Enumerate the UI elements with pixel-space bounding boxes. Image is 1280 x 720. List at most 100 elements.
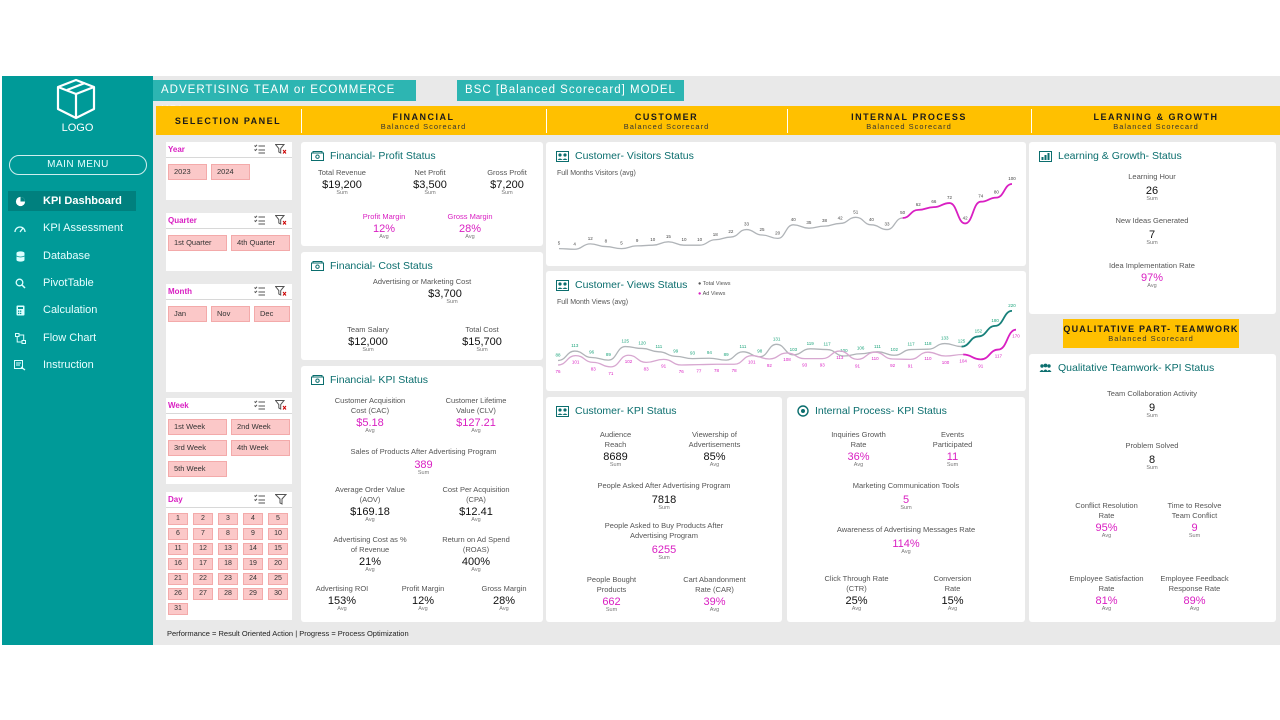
data-label: 101 xyxy=(748,360,756,365)
slicer-chip[interactable]: Dec xyxy=(254,306,290,322)
data-label: 51 xyxy=(853,209,859,214)
visitors-line-chart: 5 4 12 8 5 9 10 15 10 10 18 22 33 25 20 40 35 38 42 51 40 33 5… xyxy=(558,176,1016,250)
data-label: 113 xyxy=(571,343,579,348)
slicer-chip[interactable]: 18 xyxy=(218,558,238,570)
filter-icon[interactable] xyxy=(275,494,287,505)
data-label: 77 xyxy=(696,369,702,374)
slicer-chip[interactable]: 1st Quarter xyxy=(168,235,227,251)
slicer-chip[interactable]: 1 xyxy=(168,513,188,525)
slicer-chip[interactable]: 4th Week xyxy=(231,440,290,456)
data-label: 100 xyxy=(840,348,848,353)
clear-filter-icon[interactable] xyxy=(275,286,287,297)
users-icon xyxy=(556,150,569,162)
nav-item-calculation[interactable]: Calculation xyxy=(10,300,140,320)
slicer-chip[interactable]: 3 xyxy=(218,513,238,525)
slicer-chip[interactable]: 2nd Week xyxy=(231,419,290,435)
slicer-chip[interactable]: 14 xyxy=(243,543,263,555)
slicer-chip[interactable]: 25 xyxy=(268,573,288,585)
slicer-chip[interactable]: 20 xyxy=(268,558,288,570)
flowchart-icon xyxy=(10,332,30,344)
slicer-chip[interactable]: 3rd Week xyxy=(168,440,227,456)
slicer-chip[interactable]: 29 xyxy=(243,588,263,600)
slicer-chip[interactable]: Jan xyxy=(168,306,207,322)
nav-item-pivottable[interactable]: PivotTable xyxy=(10,273,140,293)
data-label: 5 xyxy=(558,241,561,246)
data-label: 111 xyxy=(740,344,747,349)
slicer-chip[interactable]: 13 xyxy=(218,543,238,555)
data-label: 62 xyxy=(916,202,922,207)
nav-item-database[interactable]: Database xyxy=(10,246,140,266)
slicer-chip[interactable]: 26 xyxy=(168,588,188,600)
logo-label: LOGO xyxy=(61,122,94,134)
band-financial: FINANCIAL Balanced Scorecard xyxy=(301,109,545,133)
slicer-chip[interactable]: 17 xyxy=(193,558,213,570)
data-label: 103 xyxy=(790,347,798,352)
data-label: 78 xyxy=(714,368,720,373)
multi-select-icon[interactable] xyxy=(254,494,266,504)
nav-item-kpi-assessment[interactable]: KPI Assessment xyxy=(10,218,140,238)
slicer-chip[interactable]: 19 xyxy=(243,558,263,570)
data-label: 78 xyxy=(732,368,738,373)
slicer-chip[interactable]: 24 xyxy=(243,573,263,585)
clear-filter-icon[interactable] xyxy=(275,215,287,226)
band-selection-panel: SELECTION PANEL xyxy=(156,109,300,133)
slicer-chip[interactable]: 2023 xyxy=(168,164,207,180)
multi-select-icon[interactable] xyxy=(254,286,266,296)
data-label: 76 xyxy=(679,369,685,374)
slicer-chip[interactable]: 1st Week xyxy=(168,419,227,435)
card-teamwork-kpi: Qualitative Teamwork- KPI Status Team Co… xyxy=(1029,354,1276,622)
calculator-icon xyxy=(10,305,30,316)
clear-filter-icon[interactable] xyxy=(275,144,287,155)
multi-select-icon[interactable] xyxy=(254,144,266,154)
slicer-chip[interactable]: 10 xyxy=(268,528,288,540)
slicer-month: Month Jan Nov Dec xyxy=(166,284,292,392)
nav-item-flow-chart[interactable]: Flow Chart xyxy=(10,328,140,348)
slicer-chip[interactable]: 4 xyxy=(243,513,263,525)
slicer-chip[interactable]: 27 xyxy=(193,588,213,600)
kpi-gross-profit: Gross Profit $7,200 Sum xyxy=(487,168,527,196)
slicer-chip[interactable]: 11 xyxy=(168,543,188,555)
data-label: 66 xyxy=(931,199,937,204)
slicer-chip[interactable]: 22 xyxy=(193,573,213,585)
slicer-chip[interactable]: 2024 xyxy=(211,164,250,180)
slicer-name: Quarter xyxy=(168,216,197,225)
slicer-chip[interactable]: 28 xyxy=(218,588,238,600)
slicer-chip[interactable]: 2 xyxy=(193,513,213,525)
nav-label: Calculation xyxy=(43,304,98,316)
kpi-gross-margin-2: Gross Margin 28% Avg xyxy=(481,584,527,612)
multi-select-icon[interactable] xyxy=(254,215,266,225)
slicer-chip[interactable]: Nov xyxy=(211,306,250,322)
data-label: 94 xyxy=(707,350,713,355)
kpi-roas: Return on Ad Spend (ROAS) 400% Avg xyxy=(442,535,510,573)
slicer-chip[interactable]: 31 xyxy=(168,603,188,615)
data-label: 133 xyxy=(941,336,949,341)
slicer-chip[interactable]: 9 xyxy=(243,528,263,540)
tab-bsc-model[interactable]: BSC [Balanced Scorecard] MODEL xyxy=(457,80,684,101)
slicer-chip[interactable]: 30 xyxy=(268,588,288,600)
nav-item-instruction[interactable]: Instruction xyxy=(10,355,140,375)
slicer-chip[interactable]: 8 xyxy=(218,528,238,540)
slicer-chip[interactable]: 6 xyxy=(168,528,188,540)
data-label: 119 xyxy=(807,341,815,346)
slicer-chip[interactable]: 4th Quarter xyxy=(231,235,290,251)
tab-advertising-kpi[interactable]: ADVERTISING TEAM or ECOMMERCE KPI xyxy=(153,80,416,117)
slicer-chip[interactable]: 5 xyxy=(268,513,288,525)
slicer-chip[interactable]: 15 xyxy=(268,543,288,555)
card-customer-visitors: Customer- Visitors Status Full Months Vi… xyxy=(546,142,1026,266)
kpi-people-bought: People Bought Products 662 Sum xyxy=(586,575,637,613)
slicer-chip[interactable]: 23 xyxy=(218,573,238,585)
slicer-chip[interactable]: 16 xyxy=(168,558,188,570)
kpi-gross-margin: Gross Margin 28% Avg xyxy=(447,212,493,240)
slicer-chip[interactable]: 5th Week xyxy=(168,461,227,477)
data-label: 33 xyxy=(885,222,891,227)
dashboard-app: LOGO MAIN MENU KPI Dashboard KPI Assessm… xyxy=(2,76,1280,645)
multi-select-icon[interactable] xyxy=(254,400,266,410)
slicer-chip[interactable]: 21 xyxy=(168,573,188,585)
slicer-chip[interactable]: 12 xyxy=(193,543,213,555)
slicer-chip[interactable]: 7 xyxy=(193,528,213,540)
nav-item-kpi-dashboard[interactable]: KPI Dashboard xyxy=(8,191,136,211)
main-menu-button[interactable]: MAIN MENU xyxy=(9,155,147,175)
nav-label: Database xyxy=(43,250,91,262)
slicer-quarter: Quarter 1st Quarter 4th Quarter xyxy=(166,213,292,271)
clear-filter-icon[interactable] xyxy=(275,400,287,411)
